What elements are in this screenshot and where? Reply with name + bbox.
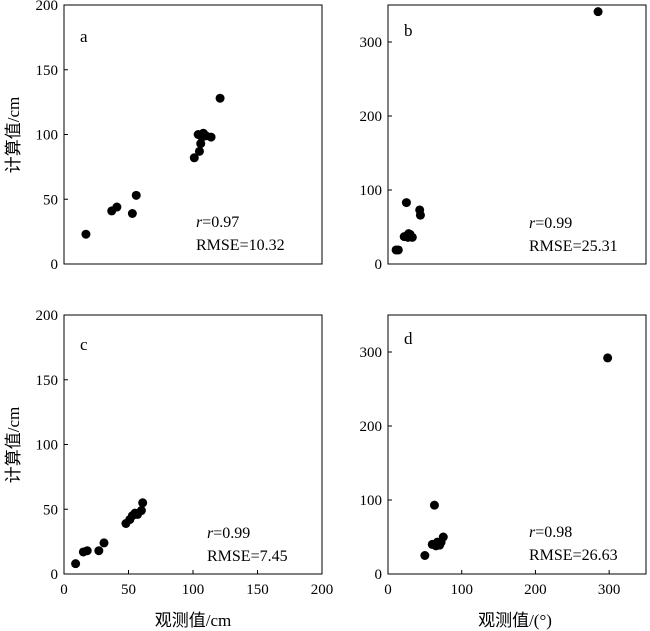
panel-d-x-tick-label: 100 <box>450 582 473 598</box>
panel-c-points <box>71 498 148 569</box>
panel-c-r-value: =0.99 <box>213 525 250 542</box>
panel-b-y-tick-label: 200 <box>360 109 383 125</box>
panel-a-points <box>81 93 225 239</box>
panel-d-x-tick-label: 0 <box>384 582 392 598</box>
panel-c-data-point <box>94 546 104 556</box>
panel-c-letter: c <box>80 335 88 354</box>
panel-c-rmse-stat: RMSE=7.45 <box>207 548 288 565</box>
panel-c-x-ticks: 0 50 100 150 200 <box>60 570 333 598</box>
panel-c-x-tick-label: 0 <box>60 582 68 598</box>
panel-b-y-tick-label: 300 <box>360 35 383 51</box>
panel-a-data-point <box>81 229 91 239</box>
panel-b-y-tick-label: 100 <box>360 183 383 199</box>
panel-c-y-ticks: 0 50 100 150 200 <box>36 308 68 583</box>
panel-d-y-tick-label: 300 <box>360 345 383 361</box>
panel-a-rmse-stat: RMSE=10.32 <box>196 237 285 254</box>
panel-d: 0 100 200 300 0 100 200 300 d r=0.98 RMSE=26.6… <box>360 314 647 598</box>
panel-b-y-ticks: 0 100 200 300 <box>360 35 392 273</box>
panel-c-r-stat: r=0.99 <box>207 525 250 542</box>
panel-c-data-point <box>138 498 148 508</box>
panel-a-r-symbol: r <box>196 214 203 231</box>
panel-d-rmse-stat: RMSE=26.63 <box>529 547 618 564</box>
panel-d-y-tick-label: 200 <box>360 419 383 435</box>
panel-b-r-symbol: r <box>529 215 536 232</box>
panel-a-data-point <box>189 153 199 163</box>
panel-d-frame <box>387 314 647 575</box>
panel-a-y-tick-label: 100 <box>36 128 59 144</box>
panel-b-rmse-stat: RMSE=25.31 <box>529 238 618 255</box>
panel-d-points <box>420 353 613 560</box>
panel-c-y-tick-label: 150 <box>36 373 59 389</box>
panel-b-data-point <box>415 210 425 220</box>
panel-c-data-point <box>82 546 92 556</box>
panel-c-y-tick-label: 50 <box>43 502 58 518</box>
panel-a-y-tick-label: 0 <box>51 257 59 273</box>
panel-b-data-point <box>407 232 417 242</box>
panel-c-r-symbol: r <box>207 525 214 542</box>
panel-a-data-point <box>112 202 122 212</box>
panel-a-data-point <box>206 132 216 142</box>
panel-d-r-stat: r=0.98 <box>529 524 572 541</box>
panel-c-frame <box>63 314 323 575</box>
panel-b-data-point <box>401 198 411 208</box>
panel-a: 0 50 100 150 200 a r=0.97 RMSE=10.32 <box>36 0 323 273</box>
panel-c-y-tick-label: 200 <box>36 308 59 324</box>
panel-a-data-point <box>215 93 225 103</box>
panel-d-data-point <box>420 551 430 560</box>
panel-c-x-tick-label: 100 <box>182 582 205 598</box>
panel-a-data-point <box>127 208 137 218</box>
panel-d-r-value: =0.98 <box>535 524 572 541</box>
panel-d-letter: d <box>404 329 413 348</box>
panel-a-frame <box>63 4 323 265</box>
panel-a-r-value: =0.97 <box>202 214 239 231</box>
panel-c-x-tick-label: 50 <box>121 582 136 598</box>
panel-a-data-point <box>131 190 141 200</box>
panel-a-y-label: 计算值/cm <box>4 97 23 174</box>
panel-a-y-tick-label: 50 <box>43 192 58 208</box>
panel-c-x-tick-label: 200 <box>311 582 334 598</box>
panel-b-data-point <box>393 245 403 255</box>
panel-c-x-label: 观测值/cm <box>155 611 232 630</box>
panel-a-y-tick-label: 200 <box>36 0 59 14</box>
panel-b-frame <box>387 4 647 265</box>
panel-d-y-tick-label: 0 <box>375 567 383 583</box>
panel-c: 0 50 100 150 200 0 50 100 150 200 c r=0.99 RMSE=… <box>36 308 334 598</box>
panel-d-data-point <box>603 353 613 363</box>
panel-d-r-symbol: r <box>529 524 536 541</box>
panel-c-x-tick-label: 150 <box>246 582 269 598</box>
panel-d-x-tick-label: 200 <box>524 582 547 598</box>
panel-b-r-stat: r=0.99 <box>529 215 572 232</box>
panel-d-y-tick-label: 100 <box>360 493 383 509</box>
panel-b-data-point <box>593 7 603 17</box>
panel-a-letter: a <box>80 27 88 46</box>
panel-c-y-label: 计算值/cm <box>4 407 23 484</box>
panel-b-r-value: =0.99 <box>535 215 572 232</box>
panel-b: 0 100 200 300 b r=0.99 RMSE=25.31 <box>360 4 647 273</box>
panel-c-data-point <box>136 506 146 516</box>
panel-b-y-tick-label: 0 <box>375 257 383 273</box>
panel-c-data-point <box>71 559 81 569</box>
panel-a-y-ticks: 0 50 100 150 200 <box>36 0 68 273</box>
panel-c-y-tick-label: 0 <box>51 567 59 583</box>
panel-c-y-tick-label: 100 <box>36 438 59 454</box>
panel-c-data-point <box>99 538 109 548</box>
panel-a-y-tick-label: 150 <box>36 63 59 79</box>
panel-d-y-ticks: 0 100 200 300 <box>360 345 392 583</box>
panel-a-data-point <box>194 146 204 156</box>
panel-d-x-tick-label: 300 <box>598 582 621 598</box>
panel-d-x-label: 观测值/(°) <box>478 611 552 630</box>
panel-d-data-point <box>429 500 439 510</box>
panel-d-data-point <box>438 532 448 542</box>
panel-b-letter: b <box>404 21 413 40</box>
panel-b-points <box>391 7 603 255</box>
panel-a-r-stat: r=0.97 <box>196 214 239 231</box>
panel-d-x-ticks: 0 100 200 300 <box>384 570 620 598</box>
